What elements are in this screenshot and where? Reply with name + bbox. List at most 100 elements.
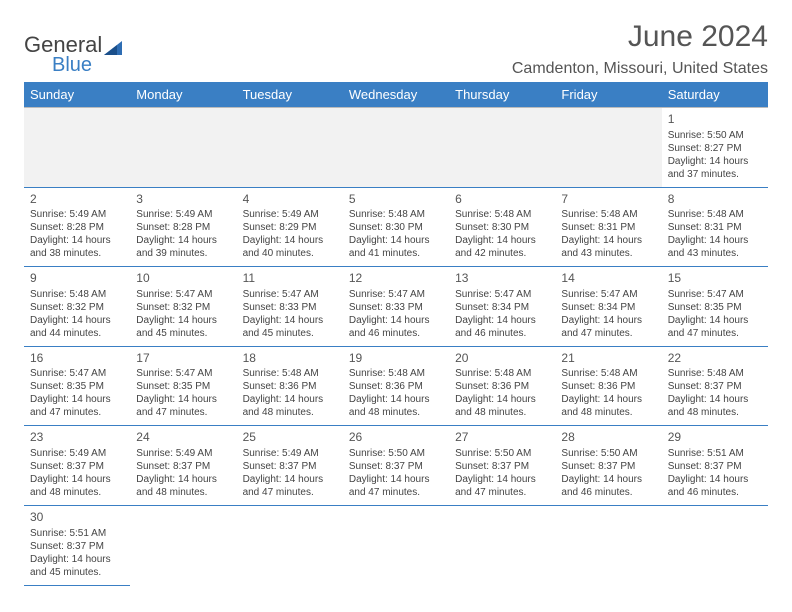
- sunrise-text: Sunrise: 5:50 AM: [561, 447, 655, 460]
- day-header-thursday: Thursday: [449, 82, 555, 108]
- calendar-cell: [130, 108, 236, 188]
- daylight-text: Daylight: 14 hours and 43 minutes.: [561, 234, 655, 260]
- calendar-cell: 12Sunrise: 5:47 AMSunset: 8:33 PMDayligh…: [343, 267, 449, 347]
- day-number: 8: [668, 192, 762, 208]
- calendar-cell: 3Sunrise: 5:49 AMSunset: 8:28 PMDaylight…: [130, 187, 236, 267]
- sunset-text: Sunset: 8:36 PM: [243, 380, 337, 393]
- day-number: 25: [243, 430, 337, 446]
- daylight-text: Daylight: 14 hours and 47 minutes.: [455, 473, 549, 499]
- sunrise-text: Sunrise: 5:48 AM: [668, 208, 762, 221]
- day-header-saturday: Saturday: [662, 82, 768, 108]
- calendar-cell: [24, 108, 130, 188]
- day-number: 11: [243, 271, 337, 287]
- day-number: 15: [668, 271, 762, 287]
- day-number: 12: [349, 271, 443, 287]
- sunrise-text: Sunrise: 5:48 AM: [30, 288, 124, 301]
- header: General Blue June 2024 Camdenton, Missou…: [24, 20, 768, 78]
- calendar-cell: [555, 108, 661, 188]
- calendar-cell: 10Sunrise: 5:47 AMSunset: 8:32 PMDayligh…: [130, 267, 236, 347]
- daylight-text: Daylight: 14 hours and 44 minutes.: [30, 314, 124, 340]
- calendar-cell: 16Sunrise: 5:47 AMSunset: 8:35 PMDayligh…: [24, 346, 130, 426]
- sunrise-text: Sunrise: 5:47 AM: [561, 288, 655, 301]
- calendar-cell: [237, 108, 343, 188]
- calendar-cell: 15Sunrise: 5:47 AMSunset: 8:35 PMDayligh…: [662, 267, 768, 347]
- sunset-text: Sunset: 8:35 PM: [30, 380, 124, 393]
- calendar-cell: 6Sunrise: 5:48 AMSunset: 8:30 PMDaylight…: [449, 187, 555, 267]
- calendar-cell: 30Sunrise: 5:51 AMSunset: 8:37 PMDayligh…: [24, 505, 130, 585]
- sunset-text: Sunset: 8:30 PM: [455, 221, 549, 234]
- daylight-text: Daylight: 14 hours and 48 minutes.: [243, 393, 337, 419]
- day-number: 19: [349, 351, 443, 367]
- sunrise-text: Sunrise: 5:47 AM: [668, 288, 762, 301]
- day-number: 6: [455, 192, 549, 208]
- sunrise-text: Sunrise: 5:47 AM: [455, 288, 549, 301]
- sunset-text: Sunset: 8:37 PM: [136, 460, 230, 473]
- calendar-cell: [343, 108, 449, 188]
- sunset-text: Sunset: 8:27 PM: [668, 142, 762, 155]
- sunrise-text: Sunrise: 5:47 AM: [30, 367, 124, 380]
- daylight-text: Daylight: 14 hours and 45 minutes.: [30, 553, 124, 579]
- calendar-cell: 17Sunrise: 5:47 AMSunset: 8:35 PMDayligh…: [130, 346, 236, 426]
- day-number: 1: [668, 112, 762, 128]
- day-number: 9: [30, 271, 124, 287]
- calendar-cell: [237, 505, 343, 585]
- sunrise-text: Sunrise: 5:50 AM: [349, 447, 443, 460]
- calendar-cell: 22Sunrise: 5:48 AMSunset: 8:37 PMDayligh…: [662, 346, 768, 426]
- sunset-text: Sunset: 8:36 PM: [455, 380, 549, 393]
- sunrise-text: Sunrise: 5:49 AM: [136, 447, 230, 460]
- daylight-text: Daylight: 14 hours and 47 minutes.: [349, 473, 443, 499]
- sunrise-text: Sunrise: 5:47 AM: [136, 288, 230, 301]
- calendar-week-row: 16Sunrise: 5:47 AMSunset: 8:35 PMDayligh…: [24, 346, 768, 426]
- day-number: 21: [561, 351, 655, 367]
- sunrise-text: Sunrise: 5:49 AM: [30, 447, 124, 460]
- sunset-text: Sunset: 8:35 PM: [136, 380, 230, 393]
- calendar-cell: 11Sunrise: 5:47 AMSunset: 8:33 PMDayligh…: [237, 267, 343, 347]
- calendar-week-row: 30Sunrise: 5:51 AMSunset: 8:37 PMDayligh…: [24, 505, 768, 585]
- logo-text-blue: Blue: [52, 54, 126, 77]
- day-number: 10: [136, 271, 230, 287]
- calendar-week-row: 2Sunrise: 5:49 AMSunset: 8:28 PMDaylight…: [24, 187, 768, 267]
- daylight-text: Daylight: 14 hours and 45 minutes.: [243, 314, 337, 340]
- day-number: 17: [136, 351, 230, 367]
- sunrise-text: Sunrise: 5:48 AM: [668, 367, 762, 380]
- sunrise-text: Sunrise: 5:50 AM: [668, 129, 762, 142]
- sunset-text: Sunset: 8:32 PM: [136, 301, 230, 314]
- day-number: 13: [455, 271, 549, 287]
- daylight-text: Daylight: 14 hours and 39 minutes.: [136, 234, 230, 260]
- daylight-text: Daylight: 14 hours and 42 minutes.: [455, 234, 549, 260]
- day-number: 23: [30, 430, 124, 446]
- sunrise-text: Sunrise: 5:49 AM: [243, 447, 337, 460]
- day-header-sunday: Sunday: [24, 82, 130, 108]
- calendar-cell: 29Sunrise: 5:51 AMSunset: 8:37 PMDayligh…: [662, 426, 768, 506]
- daylight-text: Daylight: 14 hours and 47 minutes.: [136, 393, 230, 419]
- calendar-cell: [662, 505, 768, 585]
- calendar-week-row: 1Sunrise: 5:50 AMSunset: 8:27 PMDaylight…: [24, 108, 768, 188]
- day-header-monday: Monday: [130, 82, 236, 108]
- sunset-text: Sunset: 8:28 PM: [136, 221, 230, 234]
- sunrise-text: Sunrise: 5:48 AM: [561, 208, 655, 221]
- sunrise-text: Sunrise: 5:48 AM: [561, 367, 655, 380]
- daylight-text: Daylight: 14 hours and 48 minutes.: [455, 393, 549, 419]
- sunrise-text: Sunrise: 5:49 AM: [30, 208, 124, 221]
- daylight-text: Daylight: 14 hours and 48 minutes.: [668, 393, 762, 419]
- sunset-text: Sunset: 8:35 PM: [668, 301, 762, 314]
- day-number: 5: [349, 192, 443, 208]
- sunset-text: Sunset: 8:33 PM: [243, 301, 337, 314]
- calendar-cell: 25Sunrise: 5:49 AMSunset: 8:37 PMDayligh…: [237, 426, 343, 506]
- day-number: 18: [243, 351, 337, 367]
- calendar-header-row: SundayMondayTuesdayWednesdayThursdayFrid…: [24, 82, 768, 108]
- day-number: 14: [561, 271, 655, 287]
- sunrise-text: Sunrise: 5:48 AM: [349, 367, 443, 380]
- daylight-text: Daylight: 14 hours and 48 minutes.: [349, 393, 443, 419]
- day-number: 27: [455, 430, 549, 446]
- daylight-text: Daylight: 14 hours and 40 minutes.: [243, 234, 337, 260]
- logo: General Blue: [24, 32, 126, 77]
- sunset-text: Sunset: 8:34 PM: [455, 301, 549, 314]
- daylight-text: Daylight: 14 hours and 46 minutes.: [668, 473, 762, 499]
- sunset-text: Sunset: 8:31 PM: [668, 221, 762, 234]
- day-header-friday: Friday: [555, 82, 661, 108]
- sunrise-text: Sunrise: 5:49 AM: [136, 208, 230, 221]
- sunset-text: Sunset: 8:37 PM: [349, 460, 443, 473]
- day-number: 29: [668, 430, 762, 446]
- daylight-text: Daylight: 14 hours and 45 minutes.: [136, 314, 230, 340]
